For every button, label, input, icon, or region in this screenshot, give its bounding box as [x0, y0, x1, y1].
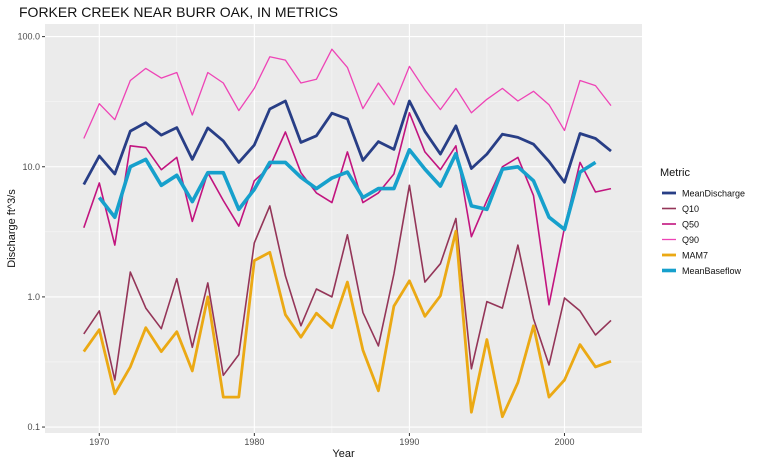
- series-line-meanbaseflow: [97, 148, 597, 232]
- legend-title: Metric: [660, 167, 690, 179]
- tick-labels: 1970 1980 1990 2000 0.1 1.0 10.0 100.0: [17, 32, 574, 447]
- legend-label-q10: Q10: [682, 204, 699, 214]
- x-axis-label: Year: [332, 448, 355, 460]
- series-line-meandischarge: [82, 99, 612, 186]
- chart-title: FORKER CREEK NEAR BURR OAK, IN METRICS: [19, 4, 338, 20]
- legend-label-meanbaseflow: MeanBaseflow: [682, 266, 742, 276]
- legend-label-q50: Q50: [682, 220, 699, 230]
- legend-label-meandischarge: MeanDischarge: [682, 189, 745, 199]
- plot-panel: [45, 24, 642, 433]
- y-tick-label: 0.1: [27, 422, 40, 432]
- legend-label-mam7: MAM7: [682, 251, 708, 261]
- y-tick-label: 10.0: [22, 162, 40, 172]
- x-tick-label: 1980: [244, 437, 264, 447]
- series-line-q10: [83, 184, 612, 381]
- series-layer: [82, 48, 612, 419]
- legend: Metric MeanDischarge Q10 Q50 Q90 MAM7 MeanBas…: [660, 167, 745, 276]
- series-line-mam7: [82, 229, 612, 419]
- y-axis-label: Discharge ft^3/s: [6, 189, 18, 268]
- legend-label-q90: Q90: [682, 235, 699, 245]
- y-tick-label: 100.0: [17, 32, 40, 42]
- y-tick-label: 1.0: [27, 292, 40, 302]
- series-line-q90: [83, 48, 612, 139]
- x-tick-label: 1990: [399, 437, 419, 447]
- x-tick-label: 1970: [89, 437, 109, 447]
- legend-items: MeanDischarge Q10 Q50 Q90 MAM7 MeanBaseflow: [662, 189, 745, 276]
- x-tick-label: 2000: [554, 437, 574, 447]
